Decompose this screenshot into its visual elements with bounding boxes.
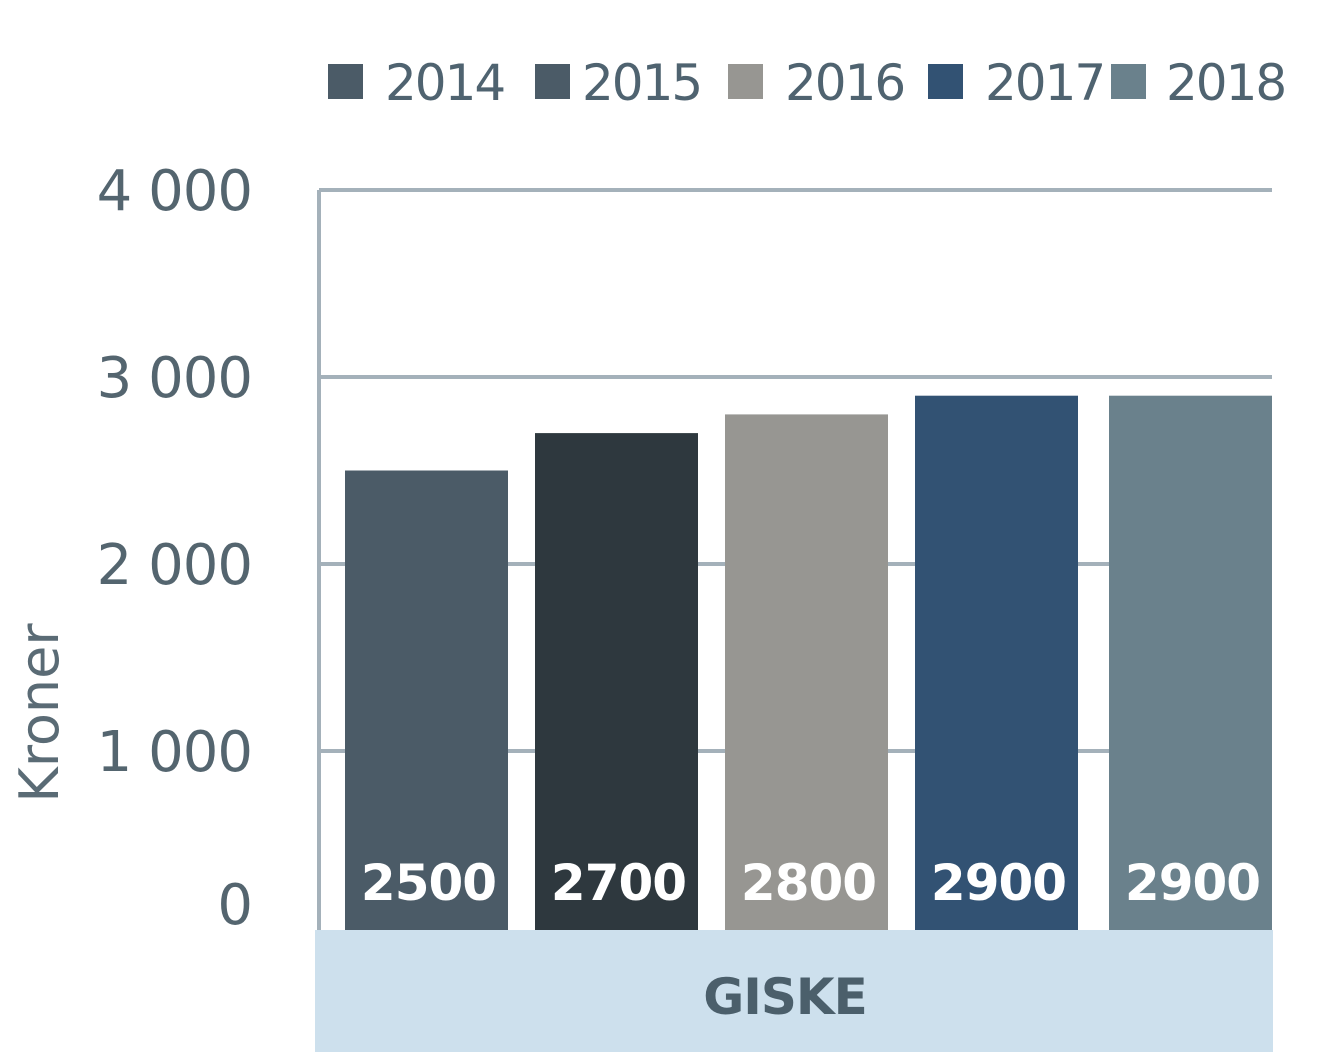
y-tick-label: 2 000	[97, 533, 252, 598]
category-band: GISKE	[315, 930, 1273, 1052]
legend-label-2014: 2014	[385, 54, 504, 112]
bar-2016	[725, 414, 888, 938]
data-label-2014: 2500	[361, 854, 496, 912]
bars	[345, 395, 1272, 938]
legend-label-2016: 2016	[785, 54, 904, 112]
data-labels: 2500 2700 2800 2900 2900	[361, 854, 1261, 912]
legend-swatch-2018	[1111, 64, 1146, 99]
y-tick-label: 0	[217, 873, 252, 938]
y-axis-title: Kroner	[8, 623, 71, 803]
legend-swatch-2015	[535, 64, 570, 99]
y-tick-label: 4 000	[97, 159, 252, 224]
legend-label-2017: 2017	[985, 54, 1104, 112]
data-label-2017: 2900	[931, 854, 1066, 912]
y-axis-tick-labels: 0 1 000 2 000 3 000 4 000	[97, 159, 253, 938]
data-label-2015: 2700	[551, 854, 686, 912]
category-band-background	[315, 930, 1273, 1052]
data-label-2016: 2800	[741, 854, 876, 912]
bar-2018	[1109, 395, 1272, 938]
bar-2014	[345, 470, 508, 938]
legend-swatch-2014	[328, 64, 363, 99]
y-tick-label: 3 000	[97, 346, 252, 411]
legend-swatch-2017	[928, 64, 963, 99]
legend-label-2018: 2018	[1166, 54, 1285, 112]
legend: 2014 2015 2016 2017 2018	[328, 54, 1287, 112]
category-label: GISKE	[703, 968, 867, 1026]
legend-swatch-2016	[728, 64, 763, 99]
bar-2017	[915, 395, 1078, 938]
y-tick-label: 1 000	[97, 720, 252, 785]
data-label-2018: 2900	[1125, 854, 1260, 912]
bar-2015	[535, 433, 698, 938]
legend-label-2015: 2015	[582, 54, 701, 112]
